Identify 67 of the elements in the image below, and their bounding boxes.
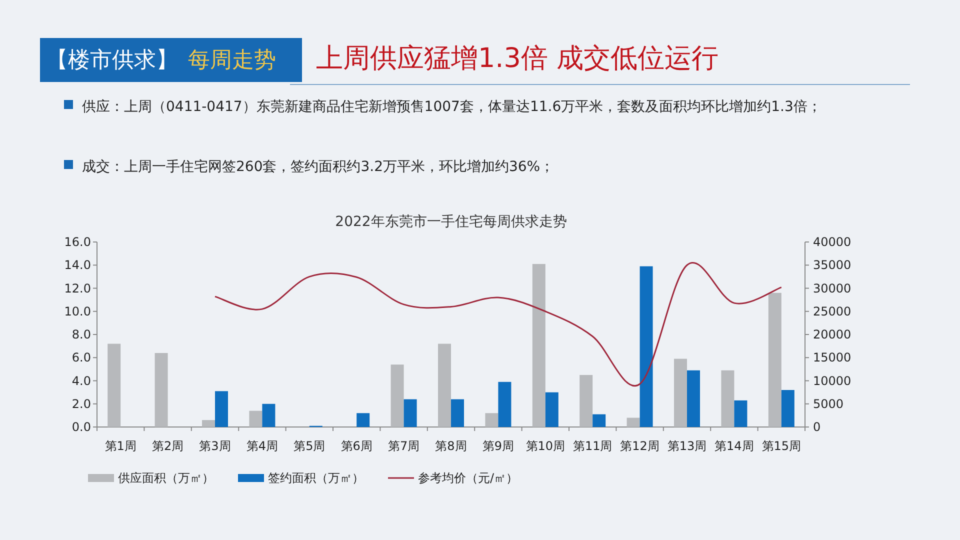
bar: [687, 370, 700, 427]
y-tick-label: 10.0: [64, 304, 91, 318]
text: 成交：上周一手住宅网签260套，签约面积约3.2万平米，环比增加约36%；: [82, 158, 556, 177]
x-tick-label: 第12周: [620, 439, 660, 453]
bar: [532, 264, 546, 427]
x-tick-label: 第8周: [435, 439, 467, 453]
x-tick-label: 第14周: [714, 439, 754, 453]
bar: [545, 392, 558, 427]
y2-tick-label: 15000: [813, 350, 852, 365]
x-tick-label: 第9周: [482, 439, 514, 453]
text: 【楼市供求】: [46, 47, 178, 75]
y-tick-label: 6.0: [72, 350, 91, 365]
bar: [451, 399, 464, 427]
x-tick-label: 第15周: [762, 439, 802, 453]
text: 上周供应猛增1.3倍 成交低位运行: [316, 42, 719, 76]
bar: [640, 266, 653, 427]
bar: [626, 418, 640, 427]
y-tick-label: 4.0: [72, 374, 91, 388]
x-tick-label: 第10周: [526, 439, 566, 453]
bar: [438, 344, 451, 427]
x-tick-label: 第1周: [104, 439, 136, 453]
bar: [108, 344, 121, 427]
bar: [356, 413, 370, 427]
bar: [154, 353, 168, 427]
y-tick-label: 16.0: [64, 235, 91, 249]
x-tick-label: 第7周: [388, 439, 420, 453]
bar: [592, 414, 606, 427]
y2-tick-label: 0: [813, 420, 821, 434]
bar: [768, 292, 782, 427]
legend-label: 供应面积（万㎡）: [118, 471, 214, 485]
bar: [781, 390, 794, 427]
bar: [485, 413, 498, 427]
bar: [498, 382, 512, 427]
bar: [202, 420, 215, 427]
legend-label: 签约面积（万㎡）: [268, 471, 364, 485]
text: 每周走势: [188, 47, 276, 75]
y2-tick-label: 40000: [813, 235, 852, 249]
bar: [674, 358, 687, 427]
y2-tick-label: 10000: [813, 374, 852, 388]
legend-label: 参考均价（元/㎡）: [418, 471, 518, 485]
bar: [404, 399, 417, 427]
y-tick-label: 12.0: [64, 281, 91, 296]
y-tick-label: 8.0: [72, 328, 91, 342]
y2-tick-label: 25000: [813, 304, 852, 318]
bar: [262, 404, 276, 427]
text: 供应：上周（0411-0417）东莞新建商品住宅新增预售1007套，体量达11.6万平米，套数及面积均环比增加约1.3倍；: [82, 98, 822, 117]
y2-tick-label: 30000: [813, 281, 852, 296]
x-tick-label: 第2周: [152, 439, 184, 453]
y-tick-label: 2.0: [72, 396, 91, 411]
x-tick-label: 第13周: [667, 439, 707, 453]
x-tick-label: 第3周: [199, 439, 231, 453]
bar: [390, 364, 404, 427]
bar: [721, 370, 734, 427]
y2-tick-label: 5000: [813, 396, 844, 411]
x-tick-label: 第11周: [572, 439, 612, 453]
bar: [734, 400, 748, 427]
y2-tick-label: 35000: [813, 258, 852, 272]
y-tick-label: 14.0: [64, 258, 91, 272]
x-tick-label: 第5周: [294, 439, 326, 453]
bar: [215, 391, 228, 427]
bar: [249, 410, 262, 427]
chart-title: 2022年东莞市一手住宅每周供求走势: [335, 214, 567, 230]
y-tick-label: 0.0: [72, 420, 91, 434]
y2-tick-label: 20000: [813, 328, 852, 342]
bar: [580, 374, 593, 427]
x-tick-label: 第4周: [246, 439, 278, 453]
x-tick-label: 第6周: [340, 439, 372, 453]
